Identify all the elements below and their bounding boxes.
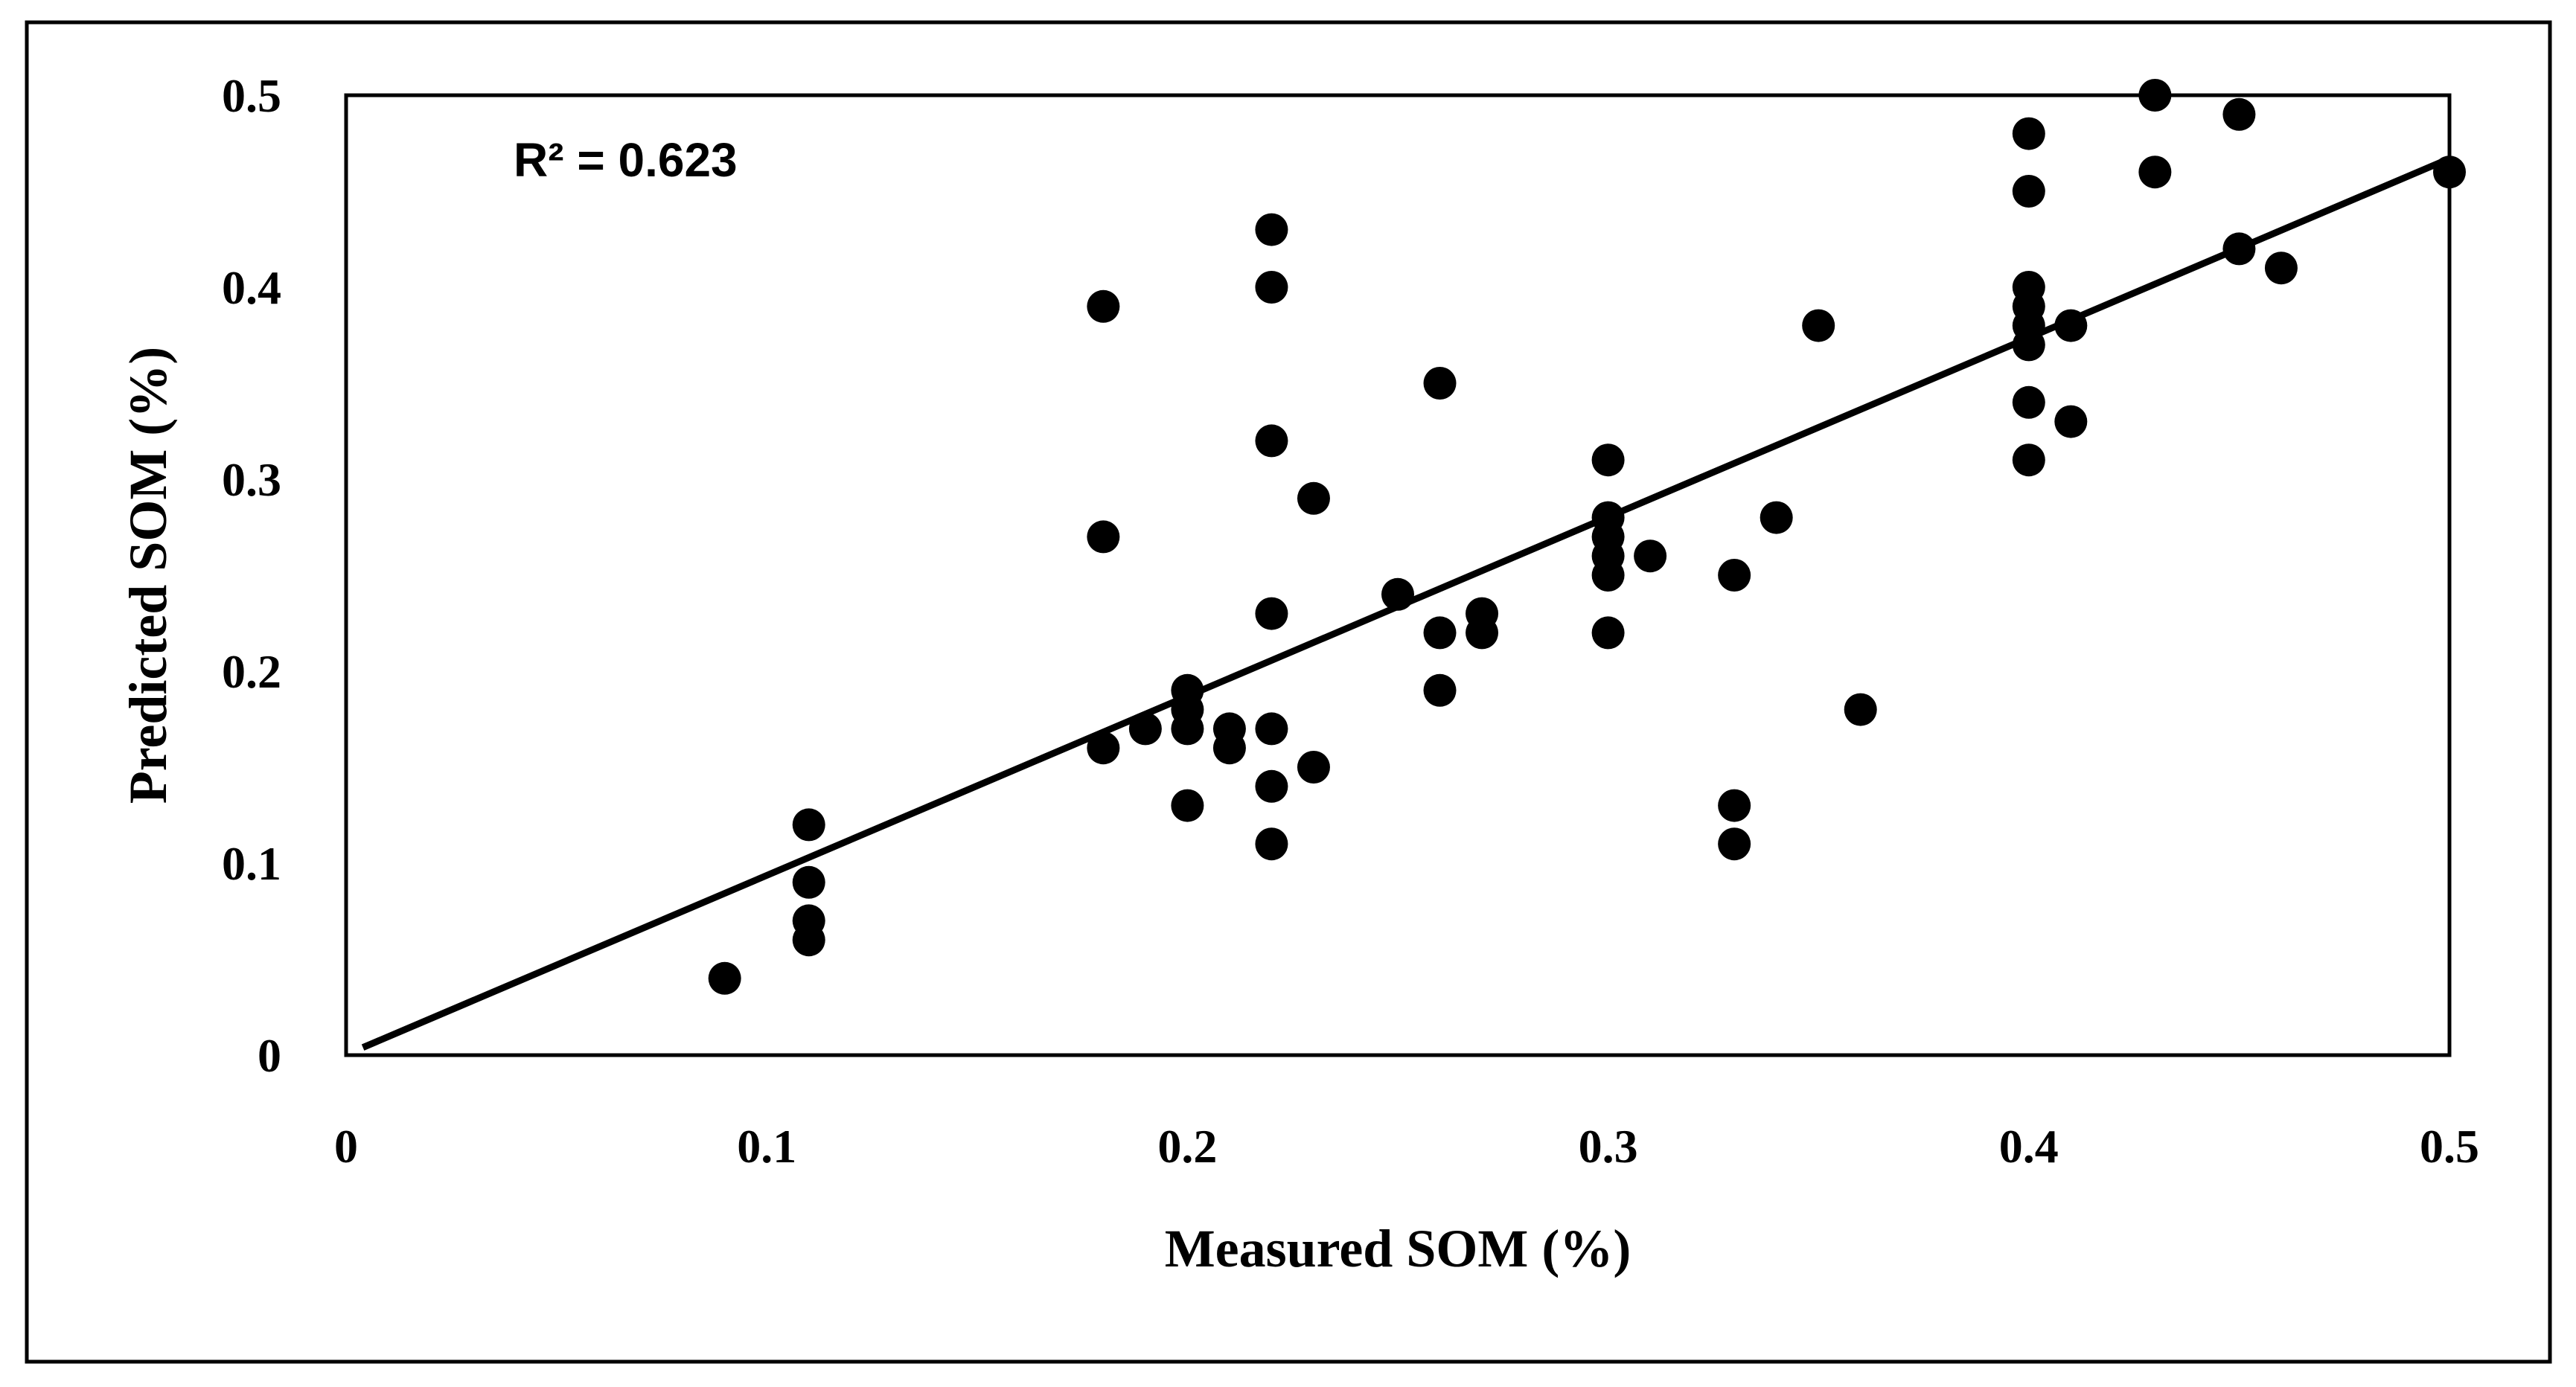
data-point [1802,309,1835,342]
x-tick-label: 0 [334,1120,358,1173]
data-point [1255,271,1288,304]
data-point [2012,385,2045,419]
data-point [1718,827,1751,861]
data-point [2012,117,2045,150]
data-point [1718,559,1751,592]
data-point [2433,156,2466,189]
data-point [792,808,825,842]
data-point [1760,501,1793,534]
data-point [2054,405,2088,438]
y-tick-label: 0.5 [222,69,281,122]
data-point [2012,328,2045,362]
data-point [1297,751,1330,784]
x-axis-tick-labels: 0 0.1 0.2 0.3 0.4 0.5 [334,1120,2479,1173]
data-point [792,865,825,899]
data-point [1591,443,1625,477]
data-point [1634,539,1667,573]
data-point [1255,712,1288,746]
data-point [792,923,825,957]
r-squared-annotation: R² = 0.623 [514,133,738,187]
data-point [1718,789,1751,822]
data-point [2138,156,2172,189]
x-tick-label: 0.1 [737,1120,796,1173]
data-point [1423,673,1457,707]
plot-area-border [344,93,2452,1057]
data-point [2222,97,2256,131]
y-tick-label: 0.1 [222,837,281,890]
data-point [708,961,741,995]
data-point [1381,577,1414,611]
data-point [2012,175,2045,208]
data-point [1466,616,1499,650]
data-point [1423,367,1457,400]
data-point [1423,616,1457,650]
y-tick-label: 0.4 [222,261,281,314]
x-tick-label: 0.4 [1999,1120,2059,1173]
data-point [1255,827,1288,861]
x-axis-title: Measured SOM (%) [1165,1219,1631,1278]
data-point [1128,712,1162,746]
y-tick-label: 0.3 [222,453,281,506]
y-axis-title: Predicted SOM (%) [118,347,178,804]
data-point [1297,481,1330,515]
data-point [1212,731,1246,765]
data-points [708,79,2466,995]
data-point [1255,597,1288,630]
data-point [1171,712,1204,746]
data-point [1171,789,1204,822]
x-tick-label: 0.3 [1579,1120,1638,1173]
y-tick-label: 0 [258,1029,281,1082]
data-point [2012,443,2045,477]
data-point [1255,769,1288,803]
data-point [1591,559,1625,592]
data-point [2222,232,2256,266]
data-point [1844,693,1877,726]
data-point [2138,79,2172,112]
data-point [1087,289,1120,323]
data-point [2054,309,2088,342]
y-axis-tick-labels: 0 0.1 0.2 0.3 0.4 0.5 [222,69,281,1082]
data-point [2264,252,2298,285]
data-point [1255,424,1288,458]
data-point [1255,213,1288,246]
data-point [1087,520,1120,554]
y-tick-label: 0.2 [222,645,281,698]
x-tick-label: 0.5 [2420,1120,2479,1173]
figure-border [25,20,2552,1364]
x-tick-label: 0.2 [1157,1120,1217,1173]
data-point [1087,731,1120,765]
data-point [1591,616,1625,650]
